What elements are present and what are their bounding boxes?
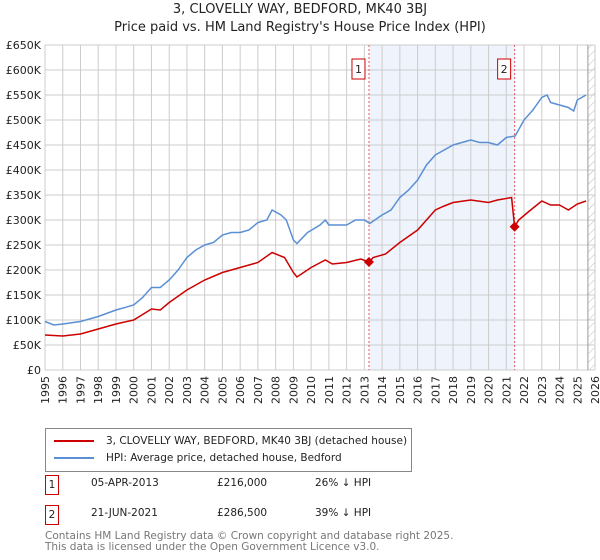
chart-subtitle: Price paid vs. HM Land Registry's House … (114, 20, 486, 35)
x-tick-label: 2008 (270, 376, 283, 404)
x-tick-label: 2018 (447, 376, 460, 404)
x-tick-label: 2013 (358, 376, 371, 404)
x-tick-label: 2014 (376, 376, 389, 404)
y-tick-label: £500K (6, 114, 42, 127)
x-tick-label: 2006 (234, 376, 247, 404)
x-tick-label: 1998 (92, 376, 105, 404)
x-tick-label: 2012 (341, 376, 354, 404)
y-tick-label: £350K (6, 189, 42, 202)
x-tick-label: 2024 (554, 376, 567, 404)
x-tick-label: 2020 (483, 376, 496, 404)
legend-label-property: 3, CLOVELLY WAY, BEDFORD, MK40 3BJ (deta… (106, 435, 408, 447)
y-tick-label: £250K (6, 239, 42, 252)
sale-hpi-diff: 26% ↓ HPI (315, 477, 372, 489)
y-tick-label: £600K (6, 64, 42, 77)
sale-marker-label: 1 (45, 475, 59, 495)
y-tick-label: £0 (27, 364, 41, 377)
x-tick-label: 2004 (199, 376, 212, 404)
x-tick-label: 2016 (412, 376, 425, 404)
forecast-hatch (587, 45, 595, 370)
sale-hpi-diff: 39% ↓ HPI (315, 507, 372, 519)
sale-date: 05-APR-2013 (91, 477, 159, 489)
x-tick-label: 2007 (252, 376, 265, 404)
x-tick-label: 2005 (216, 376, 229, 404)
x-tick-label: 1999 (110, 376, 123, 404)
y-tick-label: £150K (6, 289, 42, 302)
footer-line-1: Contains HM Land Registry data © Crown c… (45, 530, 454, 542)
legend-swatch-property (54, 440, 94, 442)
x-tick-label: 2022 (518, 376, 531, 404)
sale-row-2: 2 21-JUN-2021 £286,500 39% ↓ HPI (45, 505, 545, 525)
x-tick-label: 1996 (57, 376, 70, 404)
legend-swatch-hpi (54, 457, 94, 459)
sale-date: 21-JUN-2021 (91, 507, 158, 519)
x-tick-label: 2026 (589, 376, 600, 404)
x-tick-label: 2017 (429, 376, 442, 404)
sale-point (363, 257, 374, 267)
x-tick-label: 2009 (287, 376, 300, 404)
x-tick-label: 2002 (163, 376, 176, 404)
x-tick-label: 2000 (128, 376, 141, 404)
hpi-line (44, 94, 587, 326)
y-tick-label: £300K (6, 214, 42, 227)
y-tick-label: £100K (6, 314, 42, 327)
sale-marker-label: 2 (45, 505, 59, 525)
y-tick-label: £450K (6, 139, 42, 152)
x-tick-label: 2011 (323, 376, 336, 404)
sale-label-box (497, 58, 512, 80)
sale-label: 1 (355, 63, 362, 76)
x-tick-label: 2021 (500, 376, 513, 404)
y-tick-label: £650K (6, 39, 42, 52)
x-tick-label: 1995 (39, 376, 52, 404)
price-chart: 1995 1996 1997 1998 1999 2000 2001 2002 2003 2004… (6, 39, 600, 404)
x-tick-label: 2025 (571, 376, 584, 404)
x-tick-label: 2001 (145, 376, 158, 404)
x-tick-label: 2015 (394, 376, 407, 404)
x-tick-label: 1997 (74, 376, 87, 404)
legend: 3, CLOVELLY WAY, BEDFORD, MK40 3BJ (deta… (45, 428, 412, 472)
sale-point (509, 221, 520, 232)
sale-label: 2 (501, 63, 508, 76)
y-tick-label: £200K (6, 264, 42, 277)
y-tick-label: £400K (6, 164, 42, 177)
sale-label-box (351, 58, 366, 80)
x-tick-label: 2010 (305, 376, 318, 404)
sale-row-1: 1 05-APR-2013 £216,000 26% ↓ HPI (45, 475, 545, 495)
chart-title: 3, CLOVELLY WAY, BEDFORD, MK40 3BJ (172, 2, 428, 17)
sale-price: £286,500 (217, 507, 268, 519)
x-tick-label: 2023 (536, 376, 549, 404)
property-price-line (44, 196, 587, 337)
y-tick-label: £50K (13, 339, 42, 352)
y-tick-label: £550K (6, 89, 42, 102)
sale-price: £216,000 (217, 477, 268, 489)
footer-line-2: This data is licensed under the Open Gov… (45, 540, 380, 553)
legend-label-hpi: HPI: Average price, detached house, Bedf… (106, 452, 342, 464)
x-tick-label: 2003 (181, 376, 194, 404)
x-tick-label: 2019 (465, 376, 478, 404)
footer: Contains HM Land Registry data © Crown c… (45, 531, 453, 552)
